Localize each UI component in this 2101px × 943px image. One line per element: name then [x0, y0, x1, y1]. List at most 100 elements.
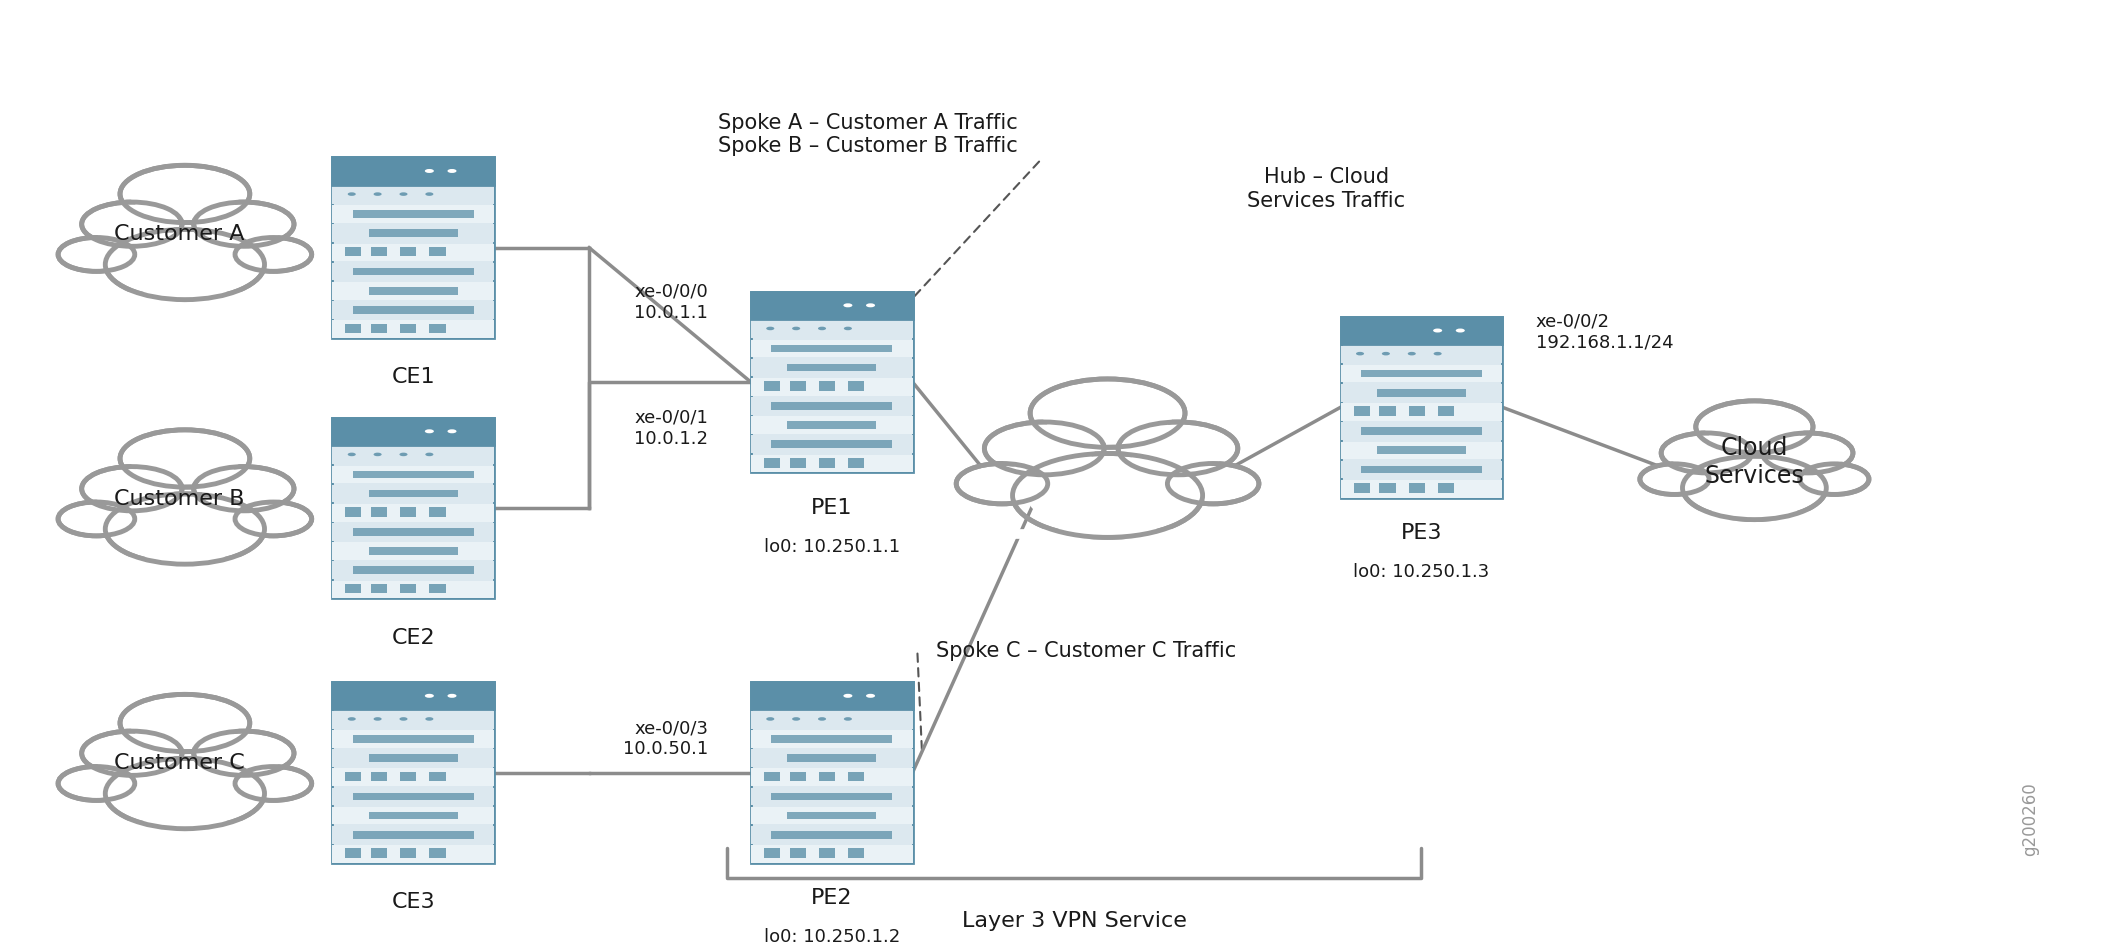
FancyBboxPatch shape: [332, 186, 494, 204]
Circle shape: [105, 758, 265, 829]
Circle shape: [374, 192, 382, 196]
Circle shape: [424, 453, 433, 456]
FancyBboxPatch shape: [78, 247, 292, 297]
FancyBboxPatch shape: [1353, 406, 1370, 416]
FancyBboxPatch shape: [790, 381, 807, 390]
Circle shape: [63, 505, 128, 534]
FancyBboxPatch shape: [771, 793, 893, 801]
Circle shape: [424, 718, 433, 720]
Circle shape: [767, 326, 775, 330]
FancyBboxPatch shape: [750, 455, 912, 472]
FancyBboxPatch shape: [345, 849, 361, 858]
Circle shape: [118, 499, 252, 559]
FancyBboxPatch shape: [345, 247, 361, 256]
FancyBboxPatch shape: [401, 323, 416, 333]
FancyBboxPatch shape: [819, 381, 834, 390]
FancyBboxPatch shape: [332, 157, 494, 185]
Circle shape: [424, 429, 435, 433]
FancyBboxPatch shape: [368, 547, 458, 554]
Circle shape: [1641, 464, 1708, 494]
FancyBboxPatch shape: [1340, 422, 1502, 440]
FancyBboxPatch shape: [332, 301, 494, 319]
FancyBboxPatch shape: [353, 831, 475, 838]
FancyBboxPatch shape: [1380, 483, 1395, 493]
Circle shape: [1456, 328, 1464, 333]
Circle shape: [202, 735, 286, 772]
Circle shape: [424, 192, 433, 196]
FancyBboxPatch shape: [1437, 483, 1454, 493]
Text: lo0: 10.250.1.3: lo0: 10.250.1.3: [1353, 563, 1490, 581]
FancyBboxPatch shape: [372, 507, 387, 517]
Circle shape: [120, 165, 250, 223]
FancyBboxPatch shape: [429, 771, 445, 782]
Circle shape: [118, 764, 252, 823]
Circle shape: [120, 430, 250, 488]
Circle shape: [1126, 426, 1229, 471]
Text: PE3: PE3: [1401, 522, 1441, 543]
FancyBboxPatch shape: [332, 542, 494, 560]
FancyBboxPatch shape: [1340, 480, 1502, 498]
FancyBboxPatch shape: [332, 826, 494, 844]
Text: Hub – Cloud
Services Traffic: Hub – Cloud Services Traffic: [1248, 167, 1406, 210]
FancyBboxPatch shape: [849, 771, 864, 782]
Circle shape: [962, 467, 1040, 501]
Circle shape: [1693, 461, 1815, 515]
Text: Spoke C – Customer C Traffic: Spoke C – Customer C Traffic: [937, 641, 1237, 661]
FancyBboxPatch shape: [1361, 370, 1481, 377]
FancyBboxPatch shape: [401, 584, 416, 593]
Text: xe-0/0/0
10.0.1.1: xe-0/0/0 10.0.1.1: [635, 283, 708, 322]
Circle shape: [994, 426, 1095, 471]
FancyBboxPatch shape: [1340, 404, 1502, 421]
FancyBboxPatch shape: [1340, 441, 1502, 459]
FancyBboxPatch shape: [819, 849, 834, 858]
Circle shape: [59, 238, 134, 272]
FancyBboxPatch shape: [750, 826, 912, 844]
FancyBboxPatch shape: [332, 807, 494, 824]
FancyBboxPatch shape: [332, 750, 494, 767]
FancyBboxPatch shape: [771, 344, 893, 353]
FancyBboxPatch shape: [332, 845, 494, 863]
Circle shape: [866, 694, 874, 698]
FancyBboxPatch shape: [429, 247, 445, 256]
Circle shape: [82, 202, 183, 246]
Circle shape: [1662, 433, 1752, 473]
Text: Customer B: Customer B: [113, 488, 244, 509]
Text: CE2: CE2: [391, 628, 435, 648]
FancyBboxPatch shape: [1353, 483, 1370, 493]
FancyBboxPatch shape: [750, 436, 912, 454]
Circle shape: [1168, 463, 1258, 504]
FancyBboxPatch shape: [750, 358, 912, 376]
Circle shape: [242, 240, 307, 269]
FancyBboxPatch shape: [771, 735, 893, 743]
FancyBboxPatch shape: [849, 381, 864, 390]
FancyBboxPatch shape: [332, 418, 494, 598]
FancyBboxPatch shape: [1437, 406, 1454, 416]
Circle shape: [118, 235, 252, 294]
FancyBboxPatch shape: [1340, 384, 1502, 402]
FancyBboxPatch shape: [429, 323, 445, 333]
FancyBboxPatch shape: [401, 771, 416, 782]
FancyBboxPatch shape: [353, 471, 475, 478]
FancyBboxPatch shape: [401, 507, 416, 517]
Circle shape: [1704, 405, 1805, 449]
Circle shape: [1433, 352, 1441, 356]
Circle shape: [424, 694, 435, 698]
FancyBboxPatch shape: [345, 771, 361, 782]
Circle shape: [374, 453, 382, 456]
Circle shape: [105, 229, 265, 300]
Circle shape: [767, 718, 775, 720]
FancyBboxPatch shape: [368, 812, 458, 819]
Circle shape: [1042, 384, 1172, 442]
Circle shape: [347, 453, 355, 456]
Circle shape: [817, 326, 826, 330]
FancyBboxPatch shape: [372, 849, 387, 858]
FancyBboxPatch shape: [750, 750, 912, 767]
Circle shape: [374, 718, 382, 720]
FancyBboxPatch shape: [368, 287, 458, 294]
FancyBboxPatch shape: [849, 458, 864, 468]
FancyBboxPatch shape: [332, 730, 494, 748]
FancyBboxPatch shape: [332, 157, 494, 338]
FancyBboxPatch shape: [819, 771, 834, 782]
Circle shape: [448, 169, 456, 173]
FancyBboxPatch shape: [1361, 427, 1481, 435]
